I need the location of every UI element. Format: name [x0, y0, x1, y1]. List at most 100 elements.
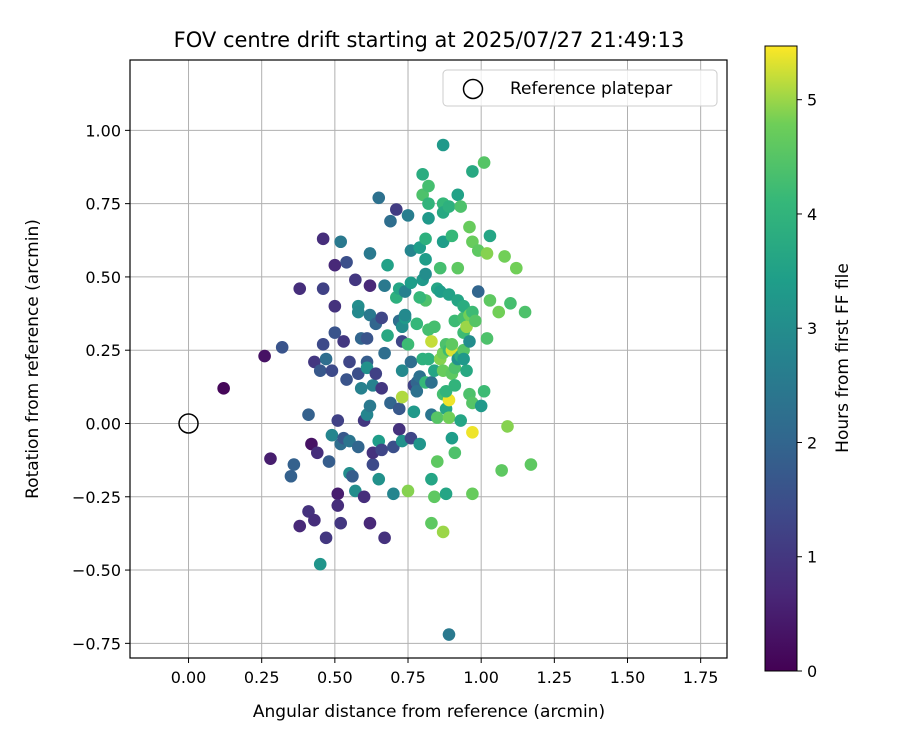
data-point: [480, 332, 494, 345]
data-point: [322, 455, 336, 468]
data-point: [413, 437, 427, 451]
data-point: [471, 285, 485, 298]
data-point: [425, 376, 438, 389]
data-point: [325, 428, 339, 442]
data-point: [410, 384, 424, 398]
data-point: [349, 273, 362, 287]
data-point: [436, 525, 450, 539]
data-point: [419, 232, 432, 246]
data-point: [363, 247, 377, 260]
plot-frame: [129, 59, 728, 659]
data-point: [495, 464, 508, 477]
data-point: [518, 305, 532, 319]
data-point: [284, 469, 298, 483]
data-point: [363, 516, 377, 530]
legend: Reference platepar: [442, 69, 718, 107]
data-point: [293, 282, 307, 295]
data-point: [422, 211, 435, 225]
data-point: [448, 446, 462, 460]
data-point: [460, 364, 473, 378]
data-point: [331, 487, 345, 501]
data-point: [477, 156, 491, 169]
data-point: [319, 352, 333, 366]
reference-point-marker: [178, 413, 199, 434]
data-point: [351, 305, 365, 319]
data-point: [334, 516, 348, 530]
data-point: [398, 308, 412, 322]
legend-entry-reference: Reference platepar: [510, 79, 672, 99]
data-point: [425, 516, 438, 530]
data-point: [387, 487, 400, 501]
data-point: [378, 279, 391, 293]
data-point: [483, 229, 497, 243]
data-point: [442, 200, 456, 213]
data-point: [392, 402, 406, 416]
data-point: [463, 335, 476, 348]
data-point: [466, 165, 479, 178]
data-point: [346, 469, 359, 483]
x-tick-label: 1.00: [463, 668, 499, 687]
data-point: [428, 364, 441, 378]
data-point: [492, 305, 506, 319]
data-point: [378, 346, 391, 360]
data-point: [477, 384, 491, 398]
data-point: [313, 557, 327, 571]
data-point: [381, 329, 394, 342]
data-point: [436, 138, 450, 152]
data-point: [390, 203, 403, 216]
data-point: [351, 440, 365, 454]
data-points: [178, 138, 538, 641]
data-point: [384, 214, 397, 228]
data-point: [410, 317, 424, 331]
data-point: [442, 411, 456, 424]
data-point: [442, 628, 456, 641]
colorbar-tick-label: 4: [807, 205, 817, 224]
data-point: [316, 232, 330, 246]
y-tick-label: 0.25: [85, 341, 121, 360]
chart-title: FOV centre drift starting at 2025/07/27 …: [174, 28, 685, 52]
data-point: [428, 490, 441, 504]
data-point: [433, 261, 447, 275]
colorbar: [764, 45, 798, 672]
data-point: [416, 168, 429, 181]
data-point: [454, 414, 467, 427]
colorbar-tick-label: 2: [807, 433, 817, 452]
data-point: [413, 291, 427, 304]
data-point: [401, 209, 415, 222]
data-point: [425, 335, 438, 348]
data-point: [463, 220, 476, 234]
x-tick-label: 0.50: [317, 668, 353, 687]
data-point: [331, 414, 345, 427]
data-point: [337, 335, 350, 348]
data-point: [454, 200, 467, 213]
data-point: [401, 338, 415, 351]
data-point: [340, 255, 353, 269]
data-point: [524, 458, 538, 471]
data-point: [404, 355, 418, 369]
data-point: [319, 531, 333, 545]
data-point: [428, 320, 441, 334]
data-point: [372, 191, 386, 205]
data-point: [287, 458, 301, 471]
data-point: [425, 472, 438, 486]
colorbar-ticks: 0 1 2 3 4 5: [797, 91, 817, 681]
x-axis-ticks: 0.00 0.25 0.50 0.75 1.00 1.25 1.50 1.75: [171, 658, 719, 687]
legend-reference-marker: [462, 78, 484, 100]
y-tick-label: −0.50: [72, 561, 121, 580]
data-point: [422, 352, 435, 366]
data-point: [466, 425, 479, 439]
data-point: [395, 364, 409, 378]
x-tick-label: 1.25: [537, 668, 573, 687]
data-point: [419, 267, 432, 281]
x-tick-label: 0.00: [171, 668, 207, 687]
data-point: [375, 443, 388, 457]
data-point: [501, 420, 514, 433]
x-tick-label: 1.75: [683, 668, 719, 687]
data-point: [430, 411, 444, 424]
data-point: [457, 352, 470, 366]
data-point: [474, 399, 488, 413]
data-point: [419, 253, 432, 266]
data-point: [334, 235, 348, 249]
data-point: [504, 297, 517, 310]
data-point: [445, 338, 459, 351]
